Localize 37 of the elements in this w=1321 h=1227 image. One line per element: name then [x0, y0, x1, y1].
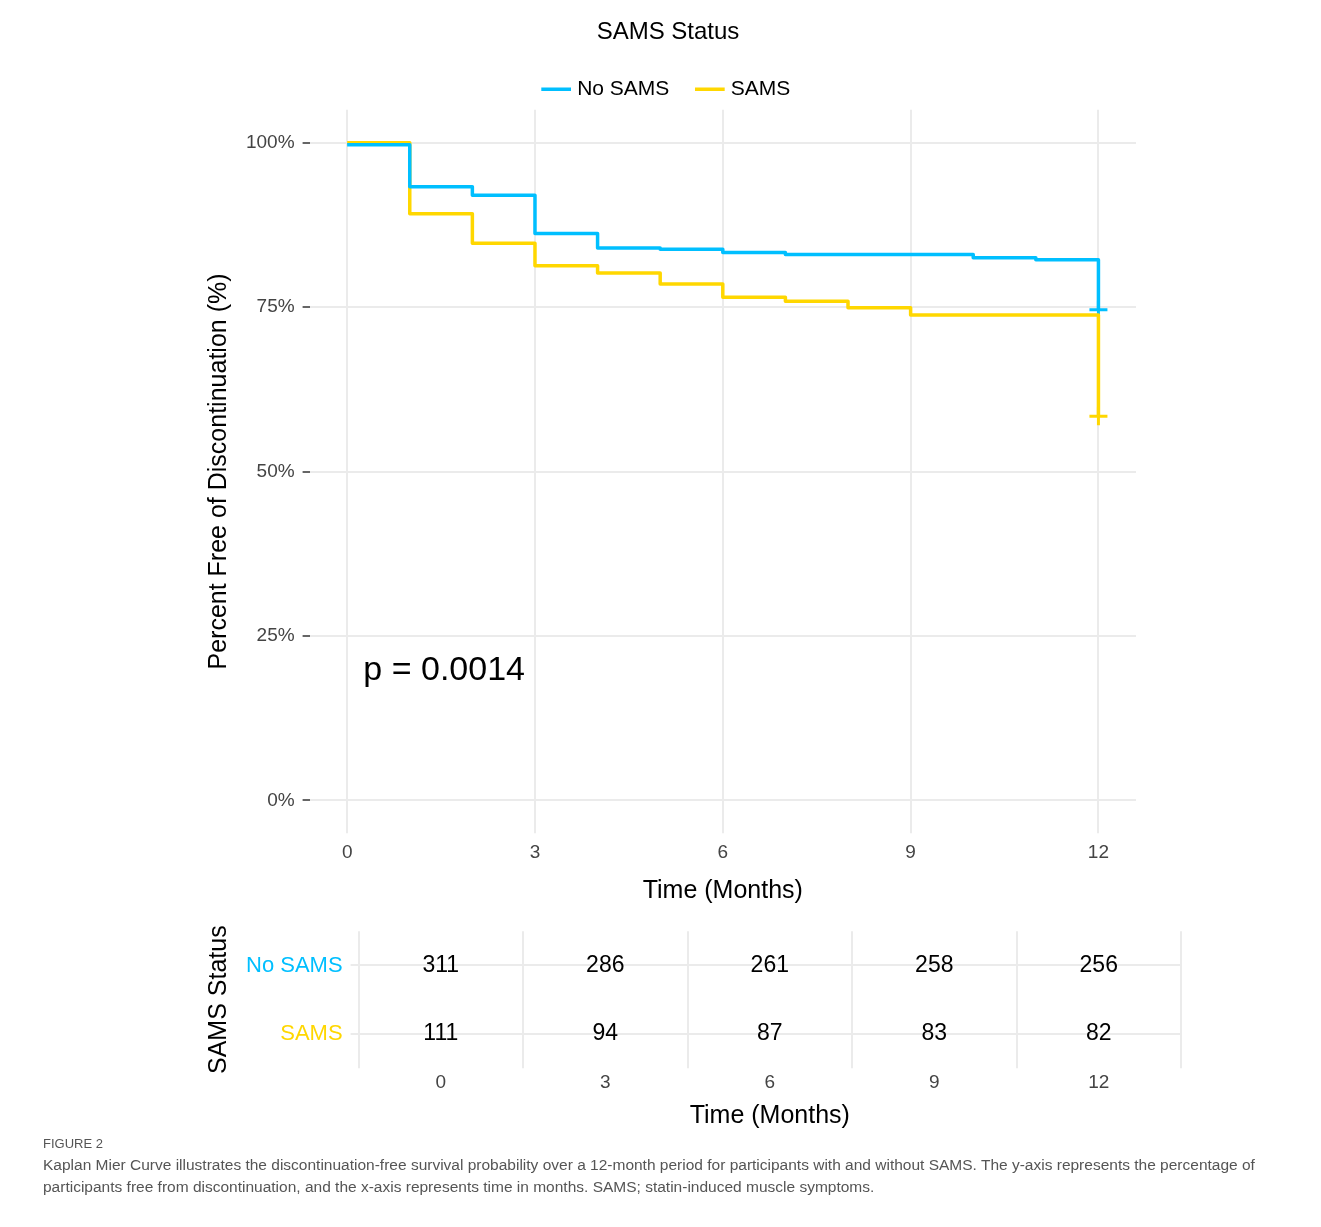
- x-axis-title: Time (Months): [689, 1099, 850, 1128]
- y-tick-label: 75%: [256, 295, 295, 317]
- data-label: 87: [756, 1019, 783, 1046]
- x-tick-label: 12: [1088, 1070, 1110, 1092]
- y-tick-label: 100%: [245, 130, 295, 152]
- data-label: 94: [592, 1019, 619, 1046]
- x-tick-label: 12: [1087, 840, 1110, 862]
- annotation: p = 0.0014: [363, 648, 525, 687]
- y-axis-title: Percent Free of Discontinuation (%): [202, 273, 231, 670]
- data-label: 111: [423, 1019, 459, 1046]
- data-label: 311: [422, 950, 460, 977]
- x-tick-label: 3: [529, 840, 541, 862]
- data-label: 82: [1085, 1019, 1112, 1046]
- data-label: 261: [750, 950, 789, 977]
- data-label: 83: [921, 1019, 948, 1046]
- y-tick-label: 0%: [267, 788, 295, 810]
- legend-title: SAMS Status: [596, 16, 740, 44]
- data-label: 286: [586, 950, 625, 977]
- data-label: 256: [1079, 950, 1118, 977]
- x-tick-label: 0: [435, 1070, 447, 1092]
- y-tick-label: SAMS: [280, 1020, 343, 1046]
- legend-label: SAMS: [730, 76, 791, 100]
- x-tick-label: 0: [341, 840, 353, 862]
- x-tick-label: 9: [928, 1070, 940, 1092]
- y-axis-title: SAMS Status: [202, 925, 231, 1075]
- x-tick-label: 6: [717, 840, 729, 862]
- x-tick-label: 3: [600, 1070, 611, 1092]
- x-tick-label: 9: [905, 840, 916, 862]
- y-tick-label: 50%: [256, 459, 295, 481]
- x-tick-label: 6: [764, 1070, 776, 1092]
- text: Kaplan Mier Curve illustrates the discontinuation-free survival probability over a 12-month period for participants with and without SAMS. The y-axis represents the percentage of participants free from discontinuation, and the x-axis represents time in months. SAMS; statin-induced muscle symptoms.: [43, 1154, 1256, 1198]
- legend-label: No SAMS: [577, 76, 670, 100]
- y-tick-label: 25%: [256, 624, 295, 646]
- caption: FIGURE 2: [43, 1135, 104, 1153]
- x-axis-title: Time (Months): [642, 874, 803, 903]
- y-tick-label: No SAMS: [245, 951, 343, 977]
- data-label: 258: [915, 950, 954, 977]
